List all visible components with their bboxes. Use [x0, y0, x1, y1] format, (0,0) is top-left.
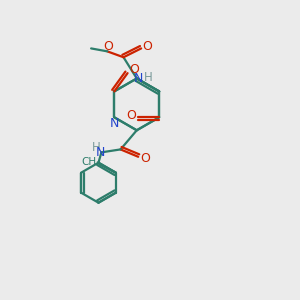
Text: N: N [110, 117, 120, 130]
Text: H: H [144, 71, 152, 84]
Text: N: N [95, 146, 105, 159]
Text: O: O [127, 109, 136, 122]
Text: O: O [140, 152, 150, 165]
Text: O: O [143, 40, 153, 52]
Text: N: N [134, 72, 143, 85]
Text: O: O [103, 40, 113, 52]
Text: H: H [92, 141, 100, 154]
Text: O: O [129, 63, 139, 76]
Text: CH₃: CH₃ [82, 157, 101, 167]
